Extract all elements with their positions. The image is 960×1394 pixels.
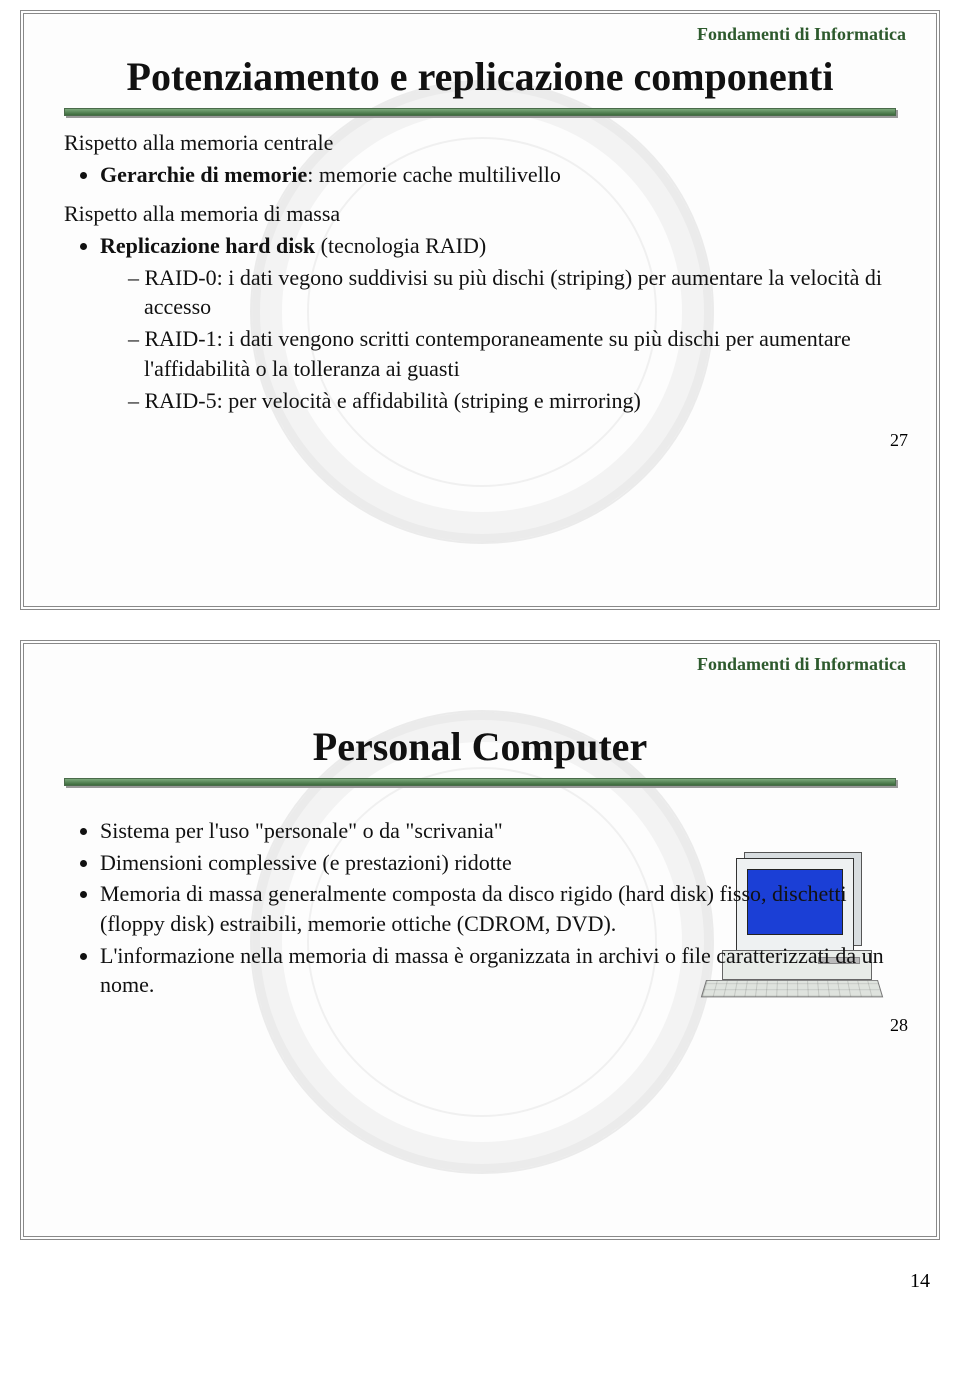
sub-item: RAID-0: i dati vegono suddivisi su più d… [128,263,896,322]
bullet-list: Gerarchie di memorie: memorie cache mult… [64,160,896,190]
list-item: Replicazione hard disk (tecnologia RAID)… [100,231,896,415]
title-rule [64,108,896,116]
slide-28: Fondamenti di Informatica Personal Compu… [20,640,940,1240]
bullet-list: Sistema per l'uso "personale" o da "scri… [64,816,896,1000]
slide-content: Rispetto alla memoria centrale Gerarchie… [64,128,896,415]
page-number: 14 [20,1270,940,1293]
slide-27: Fondamenti di Informatica Potenziamento … [20,10,940,610]
slide-inner: Fondamenti di Informatica Personal Compu… [24,644,936,1050]
list-item: Gerarchie di memorie: memorie cache mult… [100,160,896,190]
slide-inner: Fondamenti di Informatica Potenziamento … [24,14,936,465]
slide-title: Potenziamento e replicazione componenti [104,54,856,100]
slide-content: Sistema per l'uso "personale" o da "scri… [64,816,896,1000]
list-item-text: Replicazione hard disk (tecnologia RAID) [100,233,486,258]
course-header: Fondamenti di Informatica [697,24,906,45]
list-item: L'informazione nella memoria di massa è … [100,941,896,1000]
list-item: Memoria di massa generalmente composta d… [100,879,896,938]
slide-number: 28 [890,1015,908,1036]
list-item: Dimensioni complessive (e prestazioni) r… [100,848,896,878]
sub-list: RAID-0: i dati vegono suddivisi su più d… [100,263,896,415]
title-rule [64,778,896,786]
bullet-list: Replicazione hard disk (tecnologia RAID)… [64,231,896,415]
course-header: Fondamenti di Informatica [697,654,906,675]
section-lead: Rispetto alla memoria centrale [64,128,896,158]
sub-item: RAID-1: i dati vengono scritti contempor… [128,324,896,383]
slide-title: Personal Computer [104,724,856,770]
slide-number: 27 [890,430,908,451]
section-lead: Rispetto alla memoria di massa [64,199,896,229]
sub-item: RAID-5: per velocità e affidabilità (str… [128,386,896,416]
list-item: Sistema per l'uso "personale" o da "scri… [100,816,896,846]
page: Fondamenti di Informatica Potenziamento … [0,0,960,1323]
